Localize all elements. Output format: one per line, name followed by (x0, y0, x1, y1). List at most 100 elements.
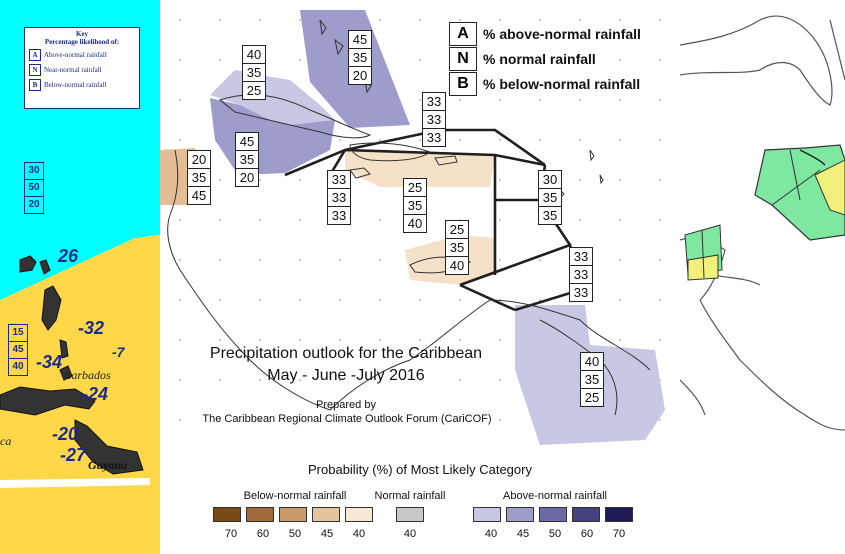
legend-swatch (538, 507, 567, 522)
prob-below: 45 (187, 186, 211, 205)
legend-below-ticks: 70 60 50 45 40 (210, 528, 380, 540)
prob-below: 40 (403, 214, 427, 233)
prob-above: 33 (569, 247, 593, 266)
prob-normal: 35 (235, 150, 259, 169)
left-key-text: Near-normal rainfall (44, 66, 102, 74)
land-outlines (167, 19, 651, 416)
prob-normal: 35 (403, 196, 427, 215)
left-key-text: Below-normal rainfall (44, 81, 107, 89)
map-title: Precipitation outlook for the Caribbean (209, 345, 483, 362)
prob-above: 33 (422, 92, 446, 111)
legend-tick: 50 (288, 528, 302, 540)
key-row-above: A % above-normal rainfall (449, 22, 641, 46)
key-row-below: B % below-normal rainfall (449, 72, 640, 96)
legend-swatch (604, 507, 633, 522)
left-outlook-panel: Key Percentage likelihood of: A Above-nor… (0, 0, 160, 554)
probability-box-yucatan: 20 35 45 (187, 150, 211, 205)
prob-above: 25 (445, 220, 469, 239)
map-period: May - June -July 2016 (267, 367, 425, 384)
legend-normal: Normal rainfall 40 (370, 490, 450, 540)
prob-below: 20 (235, 168, 259, 187)
left-place-label: ca (0, 434, 12, 448)
legend-tick: 60 (580, 528, 594, 540)
right-zone-lines (701, 149, 821, 279)
left-key-subtitle: Percentage likelihood of: (44, 38, 120, 46)
prob-normal: 33 (422, 110, 446, 129)
legend-normal-label: Normal rainfall (374, 490, 446, 502)
key-letter-n: N (449, 47, 477, 71)
probability-box-abc-islands: 25 35 40 (445, 220, 469, 275)
region-hispaniola (345, 150, 495, 187)
prob-above: 40 (242, 45, 266, 64)
left-value-label: -7 (112, 344, 125, 360)
prob-below: 33 (327, 206, 351, 225)
prob-above: 20 (187, 150, 211, 169)
prepared-org: The Caribbean Regional Climate Outlook F… (202, 413, 492, 425)
legend-above-label: Above-normal rainfall (503, 490, 607, 502)
left-box-value: 50 (24, 179, 44, 197)
left-lower-probability-box: 15 45 40 (8, 324, 28, 376)
prob-above: 30 (538, 170, 562, 189)
legend-tick: 45 (320, 528, 334, 540)
prob-normal: 33 (569, 265, 593, 284)
probability-box-jamaica-south: 33 33 33 (327, 170, 351, 225)
left-key-letter: N (29, 64, 41, 76)
right-green-zone (754, 144, 845, 241)
key-letter-b: B (449, 72, 477, 96)
legend-tick: 60 (256, 528, 270, 540)
legend-swatch (344, 507, 373, 522)
legend-tick: 40 (352, 528, 366, 540)
probability-box-leewards: 30 35 35 (538, 170, 562, 225)
key-row-normal: N % normal rainfall (449, 47, 596, 71)
prob-below: 40 (445, 256, 469, 275)
prob-below: 33 (422, 128, 446, 147)
probability-box-cuba-west: 40 35 25 (242, 45, 266, 100)
prob-normal: 33 (327, 188, 351, 207)
left-place-label: Barbados (64, 368, 111, 382)
legend-tick: 40 (484, 528, 498, 540)
left-box-value: 20 (24, 196, 44, 214)
legend-above-ticks: 40 45 50 60 70 (470, 528, 640, 540)
left-box-value: 15 (8, 324, 28, 342)
legend-title: Probability (%) of Most Likely Category (308, 462, 532, 477)
probability-box-atlantic-north: 33 33 33 (422, 92, 446, 147)
region-cuba-west (210, 70, 335, 135)
key-text-below: % below-normal rainfall (483, 76, 641, 92)
left-coastlines (0, 255, 144, 475)
legend-swatch (472, 507, 501, 522)
right-outlook-panel (680, 0, 845, 554)
left-value-label: -32 (78, 318, 105, 338)
prob-above: 45 (235, 132, 259, 151)
left-key-row: B Below-normal rainfall (29, 79, 139, 91)
prob-above: 40 (580, 352, 604, 371)
prob-normal: 35 (348, 48, 372, 67)
legend-tick: 40 (403, 528, 417, 540)
prob-above: 25 (403, 178, 427, 197)
legend-swatch (212, 507, 241, 522)
left-inset-key: Key Percentage likelihood of: A Above-nor… (24, 27, 140, 109)
left-box-value: 45 (8, 341, 28, 359)
probability-box-bahamas: 45 35 20 (348, 30, 372, 85)
left-box-value: 40 (8, 358, 28, 376)
prob-normal: 35 (242, 63, 266, 82)
left-key-letter: A (29, 49, 41, 61)
left-value-label: 26 (58, 246, 79, 266)
prob-normal: 35 (580, 370, 604, 389)
legend-normal-swatches (370, 507, 450, 522)
key-text-normal: % normal rainfall (483, 51, 596, 67)
left-key-letter: B (29, 79, 41, 91)
legend-swatch (278, 507, 307, 522)
left-upper-probability-box: 30 50 20 (24, 162, 44, 214)
legend-below-swatches (210, 507, 380, 522)
right-yellow-zone-small (687, 254, 719, 281)
right-island-outline (799, 149, 826, 166)
legend-above-swatches (470, 507, 640, 522)
key-text-above: % above-normal rainfall (483, 26, 641, 42)
left-value-label: -27 (60, 445, 87, 465)
legend-swatch (311, 507, 340, 522)
prob-normal: 35 (187, 168, 211, 187)
legend-swatch (571, 507, 600, 522)
prepared-by: Prepared by (316, 399, 376, 411)
legend-swatch (396, 507, 424, 522)
probability-box-cuba-central: 45 35 20 (235, 132, 259, 187)
